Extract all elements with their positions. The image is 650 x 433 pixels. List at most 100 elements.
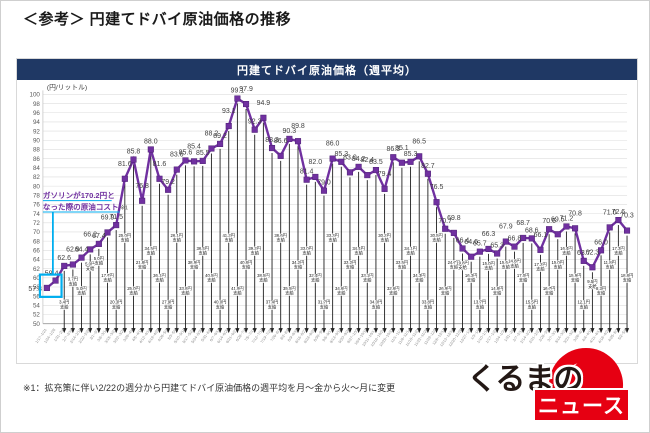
svg-text:99.1: 99.1	[231, 88, 245, 95]
svg-text:17.3円支給: 17.3円支給	[612, 246, 625, 257]
svg-text:3/28~4/3: 3/28~4/3	[573, 328, 585, 342]
svg-text:63.7: 63.7	[577, 250, 591, 257]
svg-text:3.4円支給: 3.4円支給	[59, 300, 69, 311]
svg-text:82.0: 82.0	[309, 159, 323, 166]
svg-text:68.7: 68.7	[516, 220, 530, 227]
svg-text:4/25~5/1: 4/25~5/1	[607, 328, 619, 342]
svg-text:33.1円支給: 33.1円支給	[361, 273, 374, 284]
svg-text:66.2: 66.2	[83, 231, 97, 238]
svg-text:71.5: 71.5	[109, 214, 123, 221]
svg-text:83.6: 83.6	[170, 152, 184, 159]
svg-text:72.6: 72.6	[612, 209, 626, 216]
svg-text:39.2円支給: 39.2円支給	[248, 246, 261, 257]
svg-text:58: 58	[33, 284, 40, 291]
svg-text:70: 70	[33, 229, 40, 236]
svg-text:5/2~5/8: 5/2~5/8	[617, 328, 628, 341]
svg-text:8/30~9/5: 8/30~9/5	[313, 328, 325, 342]
svg-text:100: 100	[29, 92, 40, 99]
svg-text:66.4: 66.4	[456, 237, 470, 244]
svg-text:84: 84	[33, 165, 40, 172]
svg-text:98: 98	[33, 101, 40, 108]
svg-text:26.1円支給: 26.1円支給	[170, 233, 183, 244]
svg-text:6/28~7/4: 6/28~7/4	[235, 328, 247, 342]
svg-text:69.9: 69.9	[101, 214, 115, 221]
svg-text:85.4: 85.4	[187, 143, 201, 150]
svg-text:82: 82	[33, 174, 40, 181]
svg-text:78: 78	[33, 192, 40, 199]
svg-text:1/31~2/6: 1/31~2/6	[504, 328, 516, 342]
svg-text:69.8: 69.8	[447, 215, 461, 222]
svg-text:36.6円支給: 36.6円支給	[274, 233, 287, 244]
svg-text:88: 88	[33, 147, 40, 154]
svg-text:81.4: 81.4	[300, 169, 314, 176]
svg-text:13.7円支給: 13.7円支給	[474, 300, 487, 311]
svg-text:2/28~3/6: 2/28~3/6	[538, 328, 550, 342]
svg-text:81.6: 81.6	[153, 161, 167, 168]
svg-text:86.6: 86.6	[274, 138, 288, 145]
svg-text:85.8: 85.8	[127, 149, 141, 156]
svg-text:26.9円支給: 26.9円支給	[439, 286, 452, 297]
svg-text:1/3~1/9: 1/3~1/9	[470, 328, 481, 341]
svg-text:38.5円支給: 38.5円支給	[257, 273, 270, 284]
svg-text:85.5: 85.5	[196, 150, 210, 157]
svg-text:17.2円支給: 17.2円支給	[534, 262, 547, 273]
svg-text:15.0円支給: 15.0円支給	[551, 260, 564, 271]
svg-text:66.3: 66.3	[482, 231, 496, 238]
svg-text:36.4円支給: 36.4円支給	[196, 246, 209, 257]
svg-text:96: 96	[33, 110, 40, 117]
svg-text:34.3円支給: 34.3円支給	[413, 273, 426, 284]
svg-text:25.0円支給: 25.0円支給	[119, 233, 132, 244]
svg-text:33.8円支給: 33.8円支給	[422, 300, 435, 311]
subsidy-value-labels: 3.4円支給3.7円支給5.0円支給5.0円支給5.0円支給17.7円支給20.…	[58, 232, 634, 311]
svg-text:15.6円支給: 15.6円支給	[500, 260, 513, 271]
svg-text:31.7円支給: 31.7円支給	[318, 300, 331, 311]
svg-text:85.3: 85.3	[404, 151, 418, 158]
svg-text:66.1: 66.1	[534, 232, 548, 239]
svg-text:17.7円支給: 17.7円支給	[101, 273, 114, 284]
svg-text:15.0円支給: 15.0円支給	[482, 261, 495, 272]
svg-text:5/31~6/6: 5/31~6/6	[200, 328, 212, 342]
svg-text:64.6: 64.6	[464, 239, 478, 246]
svg-text:30.2円支給: 30.2円支給	[378, 233, 391, 244]
svg-text:97.9: 97.9	[239, 86, 253, 93]
svg-text:32.4円支給: 32.4円支給	[309, 273, 322, 284]
svg-text:79.0: 79.0	[317, 180, 331, 187]
svg-text:89.2: 89.2	[213, 133, 227, 140]
svg-text:17.0円支給: 17.0円支給	[517, 273, 530, 284]
svg-text:83.5: 83.5	[369, 159, 383, 166]
svg-text:41.9円支給: 41.9円支給	[231, 286, 244, 297]
svg-text:80: 80	[33, 183, 40, 190]
svg-text:15.5円支給: 15.5円支給	[525, 300, 538, 311]
svg-text:76.5: 76.5	[430, 184, 444, 191]
svg-text:70.7: 70.7	[438, 218, 452, 225]
svg-text:86.0: 86.0	[326, 141, 340, 148]
svg-text:3/1~3/7: 3/1~3/7	[89, 328, 100, 341]
svg-text:60: 60	[33, 275, 40, 282]
svg-text:2/7~2/13: 2/7~2/13	[512, 328, 524, 342]
svg-text:6/7~6/13: 6/7~6/13	[209, 328, 221, 342]
svg-text:7/5~7/11: 7/5~7/11	[244, 328, 256, 342]
svg-text:5.0円支給: 5.0円支給	[76, 286, 86, 297]
page-title: ＜参考＞ 円建てドバイ原油価格の推移	[23, 11, 292, 28]
svg-text:34.2円支給: 34.2円支給	[292, 260, 305, 271]
svg-text:85.1: 85.1	[395, 145, 409, 152]
svg-text:4/4~4/10: 4/4~4/10	[581, 328, 593, 342]
svg-text:68.6: 68.6	[525, 227, 539, 234]
svg-text:88.2: 88.2	[205, 131, 219, 138]
svg-text:34.0円支給: 34.0円支給	[370, 300, 383, 311]
svg-text:27.9円支給: 27.9円支給	[162, 300, 175, 311]
svg-text:94.9: 94.9	[257, 100, 271, 107]
svg-text:24.7円支給: 24.7円支給	[448, 260, 461, 271]
svg-text:4/26~5/2: 4/26~5/2	[157, 328, 169, 342]
svg-text:82.4: 82.4	[360, 157, 374, 164]
svg-text:18.8円支給: 18.8円支給	[621, 273, 634, 284]
svg-text:25.0円支給: 25.0円支給	[127, 286, 140, 297]
y-gridlines	[42, 94, 628, 325]
chart-panel: 円建てドバイ原油価格（週平均） 50 52 54 56 58 60 62 64 66 68 70 72…	[16, 58, 638, 364]
svg-text:34.6円支給: 34.6円支給	[335, 286, 348, 297]
svg-text:33.0円支給: 33.0円支給	[300, 246, 313, 257]
svg-text:86: 86	[33, 156, 40, 163]
svg-text:5.0円支給: 5.0円支給	[85, 261, 95, 272]
